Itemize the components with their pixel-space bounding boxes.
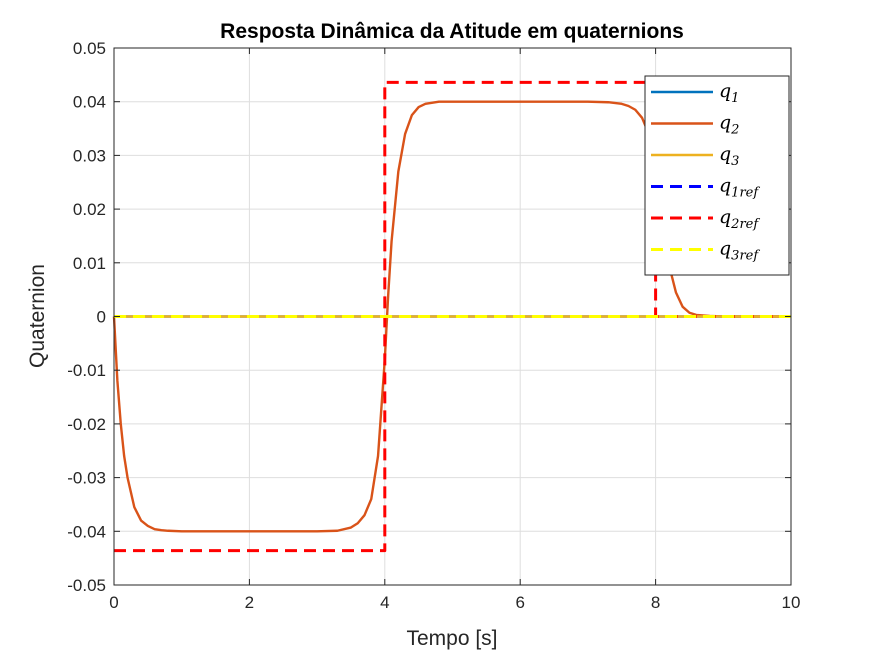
y-tick-label: 0.05 xyxy=(73,39,106,58)
x-tick-label: 6 xyxy=(515,593,524,612)
legend-label-q1ref: q1ref xyxy=(719,175,760,201)
y-axis-ticks: -0.05 -0.04 -0.03 -0.02 -0.01 0 0.01 0.02 0.03 0.… xyxy=(67,39,791,595)
y-tick-label: -0.01 xyxy=(67,361,106,380)
y-tick-label: -0.03 xyxy=(67,469,106,488)
legend: q1 q2 q3 q1ref q2ref q3ref xyxy=(644,75,790,276)
chart-title: Resposta Dinâmica da Atitude em quaterni… xyxy=(220,20,684,43)
x-tick-label: 2 xyxy=(245,593,254,612)
legend-label-q3: q3 xyxy=(719,143,739,169)
legend-label-q1: q1 xyxy=(719,80,739,106)
legend-label-q3ref: q3ref xyxy=(719,238,760,264)
y-axis-label: Quaternion xyxy=(26,264,49,368)
x-tick-label: 10 xyxy=(782,593,801,612)
y-tick-label: -0.05 xyxy=(67,576,106,595)
y-tick-label: 0.03 xyxy=(73,146,106,165)
y-tick-label: 0.02 xyxy=(73,200,106,219)
x-tick-label: 4 xyxy=(380,593,389,612)
y-tick-label: -0.02 xyxy=(67,415,106,434)
y-tick-label: 0.01 xyxy=(73,254,106,273)
series-line-q2ref xyxy=(114,80,791,553)
x-axis-label: Tempo [s] xyxy=(406,627,497,650)
legend-label-q2: q2 xyxy=(719,112,739,138)
y-tick-label: 0.04 xyxy=(73,93,106,112)
x-axis-ticks: 0 2 4 6 8 10 xyxy=(109,48,800,612)
x-tick-label: 8 xyxy=(651,593,660,612)
y-tick-label: -0.04 xyxy=(67,522,106,541)
x-tick-label: 0 xyxy=(109,593,118,612)
y-tick-label: 0 xyxy=(97,308,106,327)
legend-box xyxy=(644,75,790,276)
legend-label-q2ref: q2ref xyxy=(719,206,760,232)
